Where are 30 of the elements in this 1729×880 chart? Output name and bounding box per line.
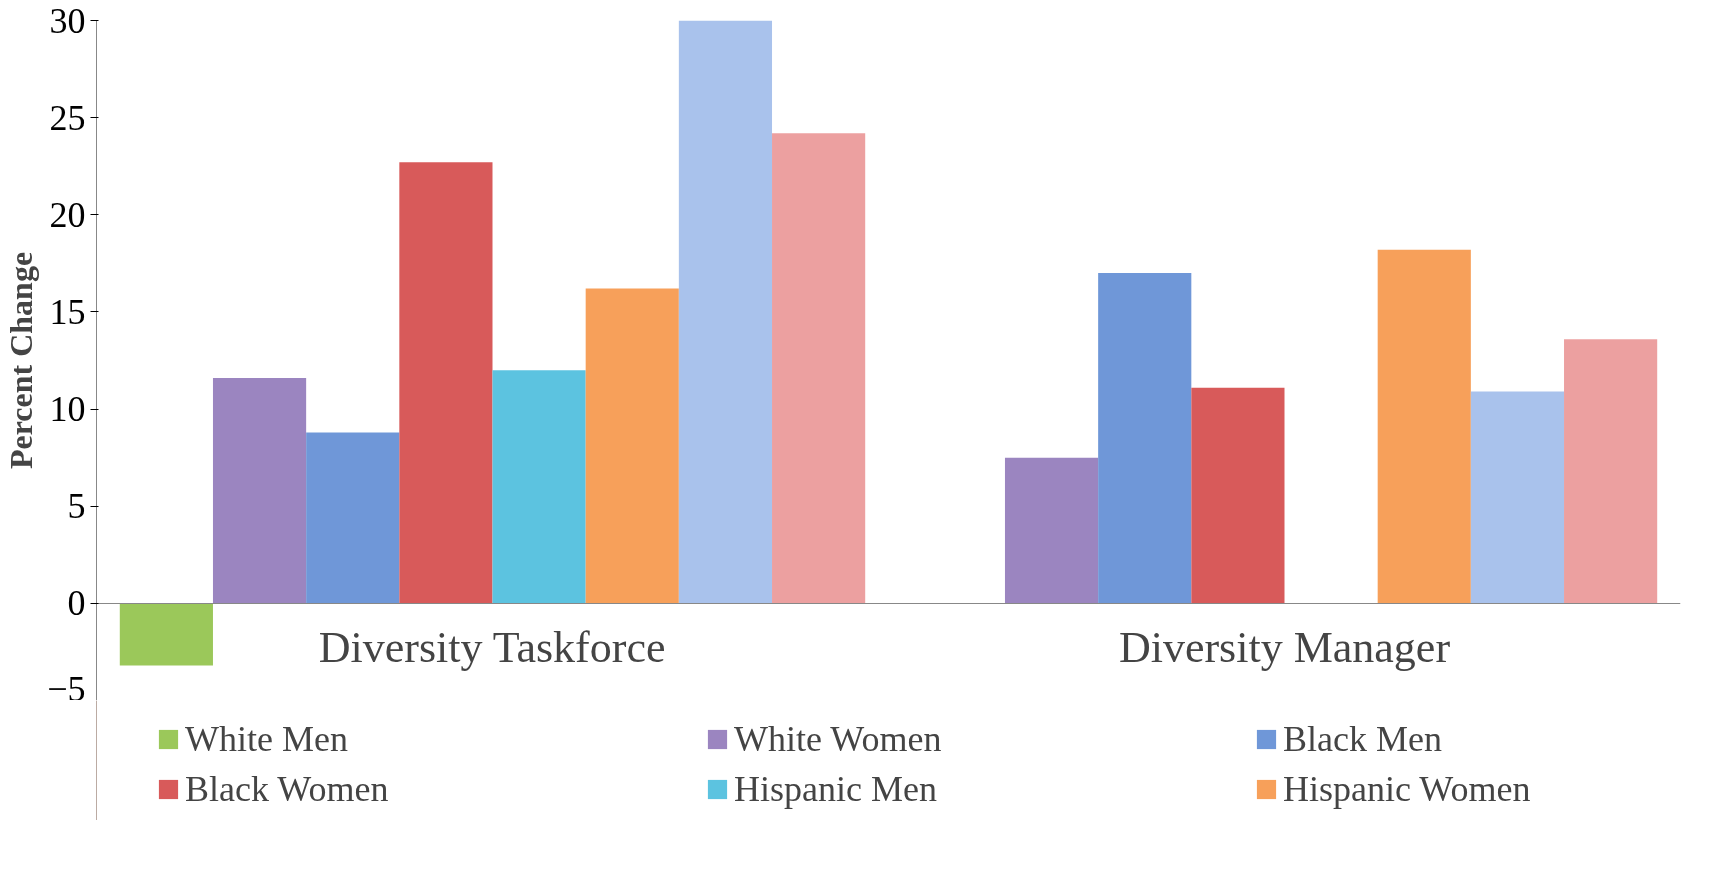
bar <box>678 20 773 604</box>
bar <box>1191 387 1285 604</box>
bar <box>1470 391 1565 604</box>
bar <box>1377 249 1471 604</box>
bar <box>772 133 866 604</box>
y-tick-label: 25 <box>49 97 86 138</box>
bar <box>212 377 307 604</box>
x-tick-label: Diversity Taskforce <box>318 623 666 673</box>
legend-label: Hispanic Men <box>734 768 938 810</box>
y-tick-label: 0 <box>67 583 86 624</box>
y-tick-label: 30 <box>49 0 86 41</box>
y-tick-label: 10 <box>49 389 86 430</box>
bar <box>1564 339 1658 604</box>
x-tick-label: Diversity Manager <box>1118 623 1451 673</box>
y-tick-label: 15 <box>49 291 86 332</box>
bar <box>399 162 493 604</box>
legend-label: Hispanic Women <box>1283 768 1532 810</box>
bar <box>585 288 679 604</box>
legend-label: Black Men <box>1283 718 1443 760</box>
y-tick-label: 5 <box>67 486 86 527</box>
bar <box>306 432 400 604</box>
legend-label: White Men <box>185 718 349 760</box>
legend-label: White Women <box>734 718 943 760</box>
legend-label: Black Women <box>185 768 390 810</box>
y-axis-title: Percent Change <box>3 251 40 470</box>
bar <box>119 603 213 666</box>
y-tick-label: 20 <box>49 194 86 235</box>
bar <box>492 370 586 604</box>
bar <box>1098 273 1192 604</box>
bar <box>1004 457 1099 604</box>
